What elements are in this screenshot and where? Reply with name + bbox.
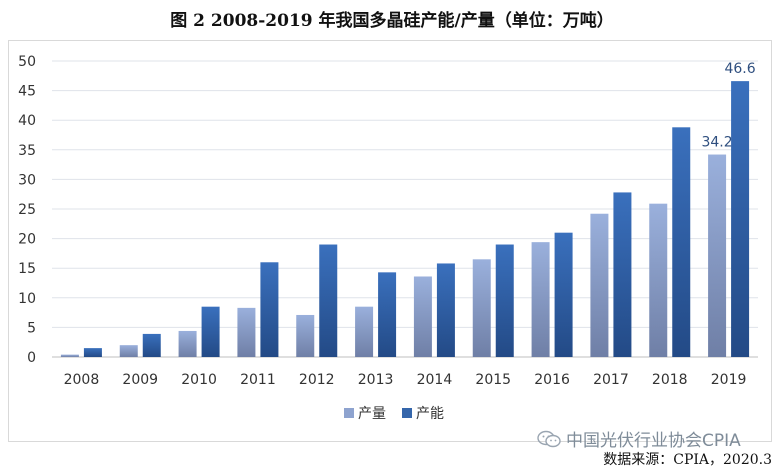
bar-output: [590, 213, 609, 357]
watermark: 中国光伏行业协会CPIA: [536, 426, 741, 451]
y-tick-label: 10: [18, 291, 36, 307]
x-tick-label: 2013: [358, 372, 394, 388]
bar-output: [296, 314, 315, 357]
source-note: 数据来源：CPIA，2020.3: [603, 452, 772, 468]
y-tick-label: 50: [18, 54, 36, 70]
x-tick-label: 2010: [181, 372, 217, 388]
chart-area: [8, 40, 772, 442]
bar-capacity: [731, 81, 750, 358]
bar-capacity: [672, 127, 691, 357]
data-label: 34.2: [701, 135, 732, 151]
bar-capacity: [260, 262, 279, 357]
x-tick-label: 2014: [417, 372, 453, 388]
data-label: 46.6: [724, 61, 755, 77]
wechat-icon: [537, 430, 561, 447]
y-tick-label: 35: [18, 143, 36, 159]
bar-capacity: [142, 333, 161, 357]
bar-output: [708, 154, 727, 357]
legend-swatch: [402, 408, 412, 418]
x-tick-label: 2012: [299, 372, 335, 388]
bar-capacity: [83, 348, 102, 357]
x-tick-label: 2018: [652, 372, 688, 388]
bar-output: [531, 242, 550, 357]
bar-output: [119, 345, 138, 357]
bar-capacity: [495, 244, 514, 357]
bar-output: [237, 307, 256, 357]
bar-capacity: [613, 192, 632, 357]
bar-capacity: [319, 244, 338, 357]
y-tick-label: 25: [18, 202, 36, 218]
y-tick-label: 20: [18, 232, 36, 248]
bar-capacity: [201, 306, 220, 357]
legend-swatch: [344, 408, 354, 418]
y-tick-label: 45: [18, 84, 36, 100]
bar-output: [178, 330, 197, 357]
legend-label: 产能: [416, 406, 444, 422]
x-tick-label: 2011: [240, 372, 276, 388]
x-tick-label: 2017: [593, 372, 629, 388]
watermark-text: 中国光伏行业协会CPIA: [566, 431, 741, 451]
chart-title: 图 2 2008-2019 年我国多晶硅产能/产量（单位：万吨）: [170, 11, 614, 31]
bar-output: [355, 306, 374, 357]
bar-output: [60, 354, 79, 357]
y-tick-label: 5: [27, 320, 36, 336]
bar-output: [413, 276, 432, 357]
x-tick-label: 2019: [711, 372, 747, 388]
bar-capacity: [554, 232, 573, 357]
y-tick-label: 15: [18, 261, 36, 277]
bar-output: [649, 203, 668, 357]
bar-capacity: [378, 272, 397, 357]
x-tick-label: 2016: [534, 372, 570, 388]
bar-capacity: [436, 263, 455, 357]
x-tick-label: 2009: [122, 372, 158, 388]
y-tick-label: 30: [18, 172, 36, 188]
bar-output: [472, 259, 491, 357]
y-tick-label: 40: [18, 113, 36, 129]
x-tick-label: 2008: [64, 372, 100, 388]
x-tick-label: 2015: [475, 372, 511, 388]
legend-label: 产量: [358, 406, 386, 422]
y-tick-label: 0: [27, 350, 36, 366]
